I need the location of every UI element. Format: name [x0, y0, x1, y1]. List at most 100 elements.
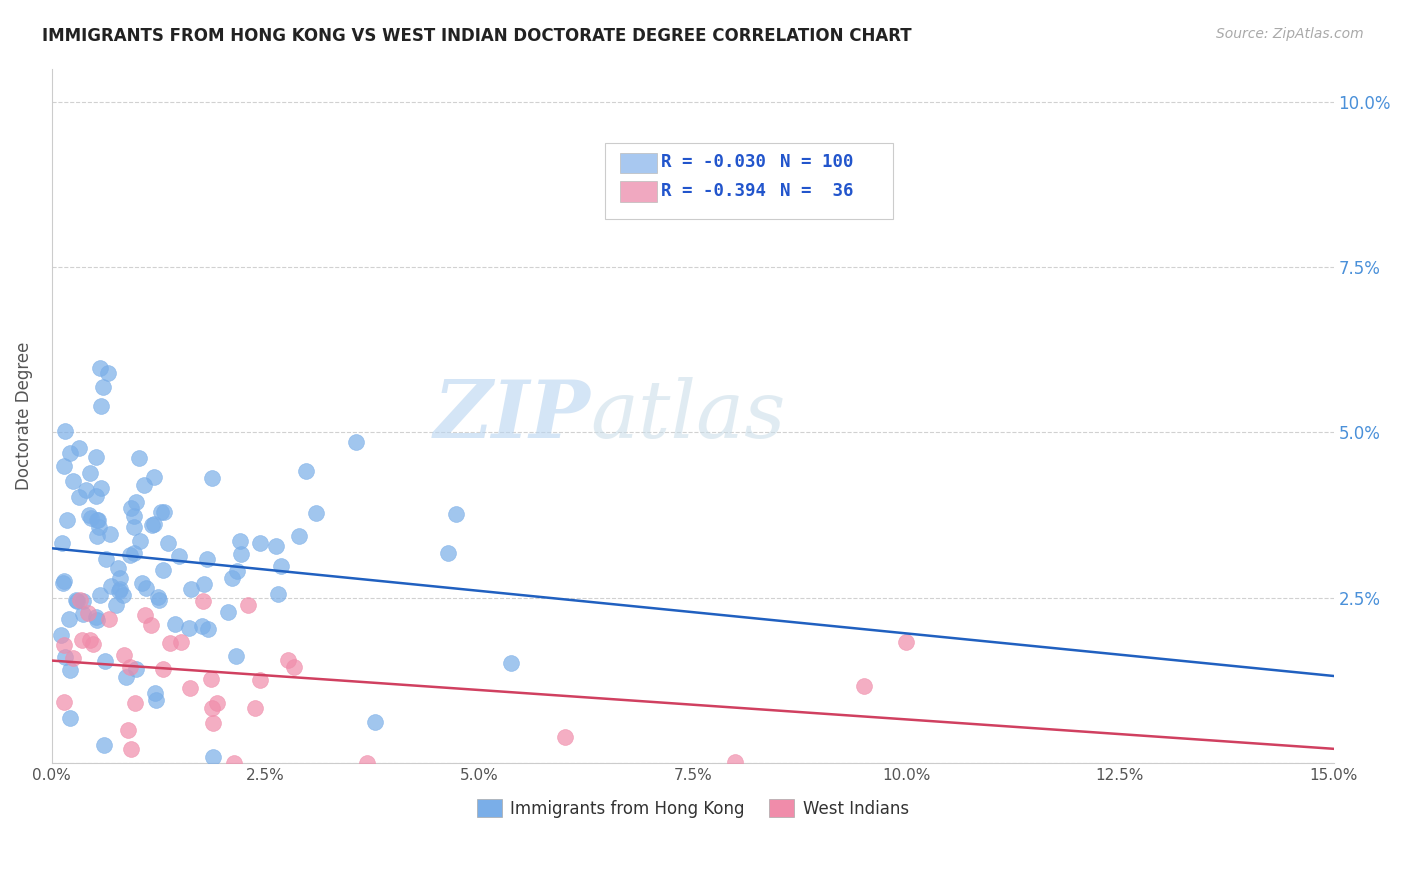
- Point: [90, 482, 112, 496]
- Point: [305, 506, 328, 520]
- Point: [152, 563, 174, 577]
- Point: [72, 607, 94, 621]
- Point: [53, 694, 76, 708]
- Point: [115, 670, 138, 684]
- Point: [91, 380, 114, 394]
- Point: [131, 575, 153, 590]
- Point: [277, 653, 299, 667]
- Point: [444, 507, 467, 521]
- Point: [104, 598, 127, 612]
- Point: [225, 564, 247, 578]
- Point: [141, 618, 163, 632]
- Point: [202, 716, 225, 731]
- Point: [107, 584, 129, 599]
- Point: [89, 589, 111, 603]
- Point: [142, 470, 165, 484]
- Text: IMMIGRANTS FROM HONG KONG VS WEST INDIAN DOCTORATE DEGREE CORRELATION CHART: IMMIGRANTS FROM HONG KONG VS WEST INDIAN…: [42, 27, 912, 45]
- Point: [197, 622, 219, 636]
- Point: [87, 519, 110, 533]
- Point: [94, 551, 117, 566]
- Point: [98, 612, 121, 626]
- Point: [112, 648, 135, 662]
- Point: [56, 513, 79, 527]
- Text: Source: ZipAtlas.com: Source: ZipAtlas.com: [1216, 27, 1364, 41]
- Point: [65, 593, 87, 607]
- Point: [53, 424, 76, 438]
- Point: [499, 657, 522, 671]
- Point: [107, 561, 129, 575]
- Text: atlas: atlas: [591, 377, 786, 455]
- Point: [222, 756, 245, 771]
- Point: [193, 576, 215, 591]
- Point: [82, 637, 104, 651]
- Point: [118, 659, 141, 673]
- Point: [283, 660, 305, 674]
- Point: [896, 635, 918, 649]
- Point: [152, 662, 174, 676]
- Point: [108, 571, 131, 585]
- Point: [205, 696, 228, 710]
- Point: [191, 619, 214, 633]
- Point: [72, 594, 94, 608]
- Point: [84, 489, 107, 503]
- Point: [124, 696, 146, 710]
- Point: [86, 529, 108, 543]
- Point: [69, 593, 91, 607]
- Point: [120, 548, 142, 562]
- Point: [67, 441, 90, 455]
- Point: [75, 483, 97, 497]
- Point: [66, 594, 89, 608]
- Text: R = -0.394: R = -0.394: [661, 182, 766, 200]
- Point: [120, 742, 142, 756]
- Point: [201, 471, 224, 485]
- Point: [159, 636, 181, 650]
- Point: [852, 680, 875, 694]
- Point: [191, 594, 214, 608]
- Point: [122, 520, 145, 534]
- Point: [53, 458, 76, 473]
- Text: R = -0.030: R = -0.030: [661, 153, 766, 171]
- Point: [93, 654, 115, 668]
- Point: [53, 638, 76, 652]
- Point: [111, 588, 134, 602]
- Point: [93, 739, 115, 753]
- Point: [266, 587, 288, 601]
- Point: [77, 606, 100, 620]
- Point: [165, 616, 187, 631]
- Point: [86, 513, 108, 527]
- Point: [200, 672, 222, 686]
- Point: [53, 650, 76, 665]
- Point: [132, 477, 155, 491]
- Point: [79, 633, 101, 648]
- Point: [122, 546, 145, 560]
- Point: [53, 574, 76, 588]
- Point: [62, 651, 84, 665]
- Point: [243, 701, 266, 715]
- Point: [100, 579, 122, 593]
- Point: [125, 662, 148, 676]
- Point: [84, 450, 107, 464]
- Point: [77, 508, 100, 522]
- Point: [67, 490, 90, 504]
- Text: N = 100: N = 100: [780, 153, 853, 171]
- Point: [108, 582, 131, 596]
- Point: [117, 723, 139, 737]
- Point: [148, 592, 170, 607]
- Point: [150, 505, 173, 519]
- Point: [86, 513, 108, 527]
- Point: [86, 613, 108, 627]
- Point: [294, 464, 316, 478]
- Text: N =  36: N = 36: [780, 182, 853, 200]
- Point: [52, 576, 75, 591]
- Point: [51, 536, 73, 550]
- Point: [135, 581, 157, 595]
- Point: [180, 582, 202, 596]
- Point: [134, 607, 156, 622]
- Point: [129, 534, 152, 549]
- Point: [221, 571, 243, 585]
- Point: [225, 649, 247, 664]
- Point: [59, 710, 82, 724]
- Point: [288, 529, 311, 543]
- Point: [201, 749, 224, 764]
- Text: ZIP: ZIP: [433, 377, 591, 455]
